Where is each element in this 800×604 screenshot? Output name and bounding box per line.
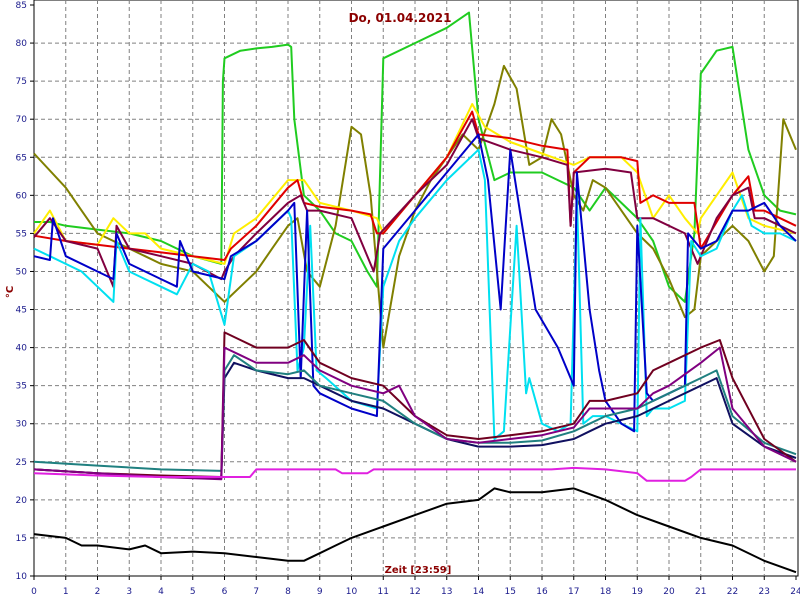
y-tick-label: 50 bbox=[16, 267, 28, 277]
x-axis-label: Zeit [23:59] bbox=[385, 565, 452, 576]
x-tick-label: 16 bbox=[536, 587, 548, 597]
y-tick-label: 75 bbox=[16, 77, 27, 87]
y-tick-label: 45 bbox=[16, 306, 27, 316]
y-tick-label: 55 bbox=[16, 229, 27, 239]
y-tick-label: 85 bbox=[16, 1, 27, 11]
y-tick-label: 65 bbox=[16, 153, 27, 163]
x-tick-label: 8 bbox=[285, 587, 291, 597]
series-lines bbox=[33, 11, 797, 574]
x-tick-label: 1 bbox=[63, 587, 69, 597]
y-tick-label: 30 bbox=[16, 420, 28, 430]
y-tick-label: 60 bbox=[16, 191, 28, 201]
x-tick-label: 11 bbox=[378, 587, 389, 597]
chart-title: Do, 01.04.2021 bbox=[349, 11, 452, 25]
y-tick-label: 10 bbox=[16, 572, 28, 582]
series-line-6 bbox=[33, 148, 797, 440]
series-line-12 bbox=[33, 466, 796, 482]
x-tick-label: 4 bbox=[158, 587, 164, 597]
x-tick-label: 6 bbox=[222, 587, 228, 597]
series-line-10 bbox=[33, 331, 797, 478]
x-tick-label: 15 bbox=[505, 587, 516, 597]
y-tick-label: 80 bbox=[16, 39, 28, 49]
y-tick-label: 15 bbox=[16, 534, 27, 544]
x-tick-label: 5 bbox=[190, 587, 196, 597]
x-tick-label: 20 bbox=[663, 587, 675, 597]
x-tick-label: 14 bbox=[473, 587, 485, 597]
y-tick-label: 70 bbox=[16, 115, 28, 125]
tick-labels: 0 1 2 3 4 5 6 7 8 9 10 11 12 13 14 15 16 17 18 19 20 21 22 23 24… bbox=[16, 1, 800, 597]
y-tick-label: 20 bbox=[16, 496, 28, 506]
x-tick-label: 22 bbox=[727, 587, 738, 597]
y-axis-label: °C bbox=[5, 286, 16, 298]
x-tick-label: 13 bbox=[441, 587, 452, 597]
plot-frame bbox=[33, 0, 799, 577]
x-tick-label: 19 bbox=[632, 587, 644, 597]
x-tick-label: 2 bbox=[95, 587, 101, 597]
x-tick-label: 7 bbox=[253, 587, 259, 597]
series-line-13 bbox=[33, 487, 797, 574]
x-tick-label: 10 bbox=[346, 587, 358, 597]
x-tick-label: 9 bbox=[317, 587, 323, 597]
x-tick-label: 17 bbox=[568, 587, 579, 597]
y-tick-label: 25 bbox=[16, 458, 27, 468]
x-tick-label: 12 bbox=[409, 587, 420, 597]
series-line-5 bbox=[33, 118, 797, 288]
x-tick-label: 3 bbox=[126, 587, 132, 597]
x-tick-label: 21 bbox=[695, 587, 706, 597]
x-tick-label: 18 bbox=[600, 587, 612, 597]
y-tick-label: 35 bbox=[16, 382, 27, 392]
x-tick-label: 24 bbox=[790, 587, 800, 597]
x-tick-label: 23 bbox=[759, 587, 770, 597]
x-tick-label: 0 bbox=[31, 587, 37, 597]
y-tick-label: 40 bbox=[16, 344, 28, 354]
series-line-11 bbox=[33, 346, 797, 481]
